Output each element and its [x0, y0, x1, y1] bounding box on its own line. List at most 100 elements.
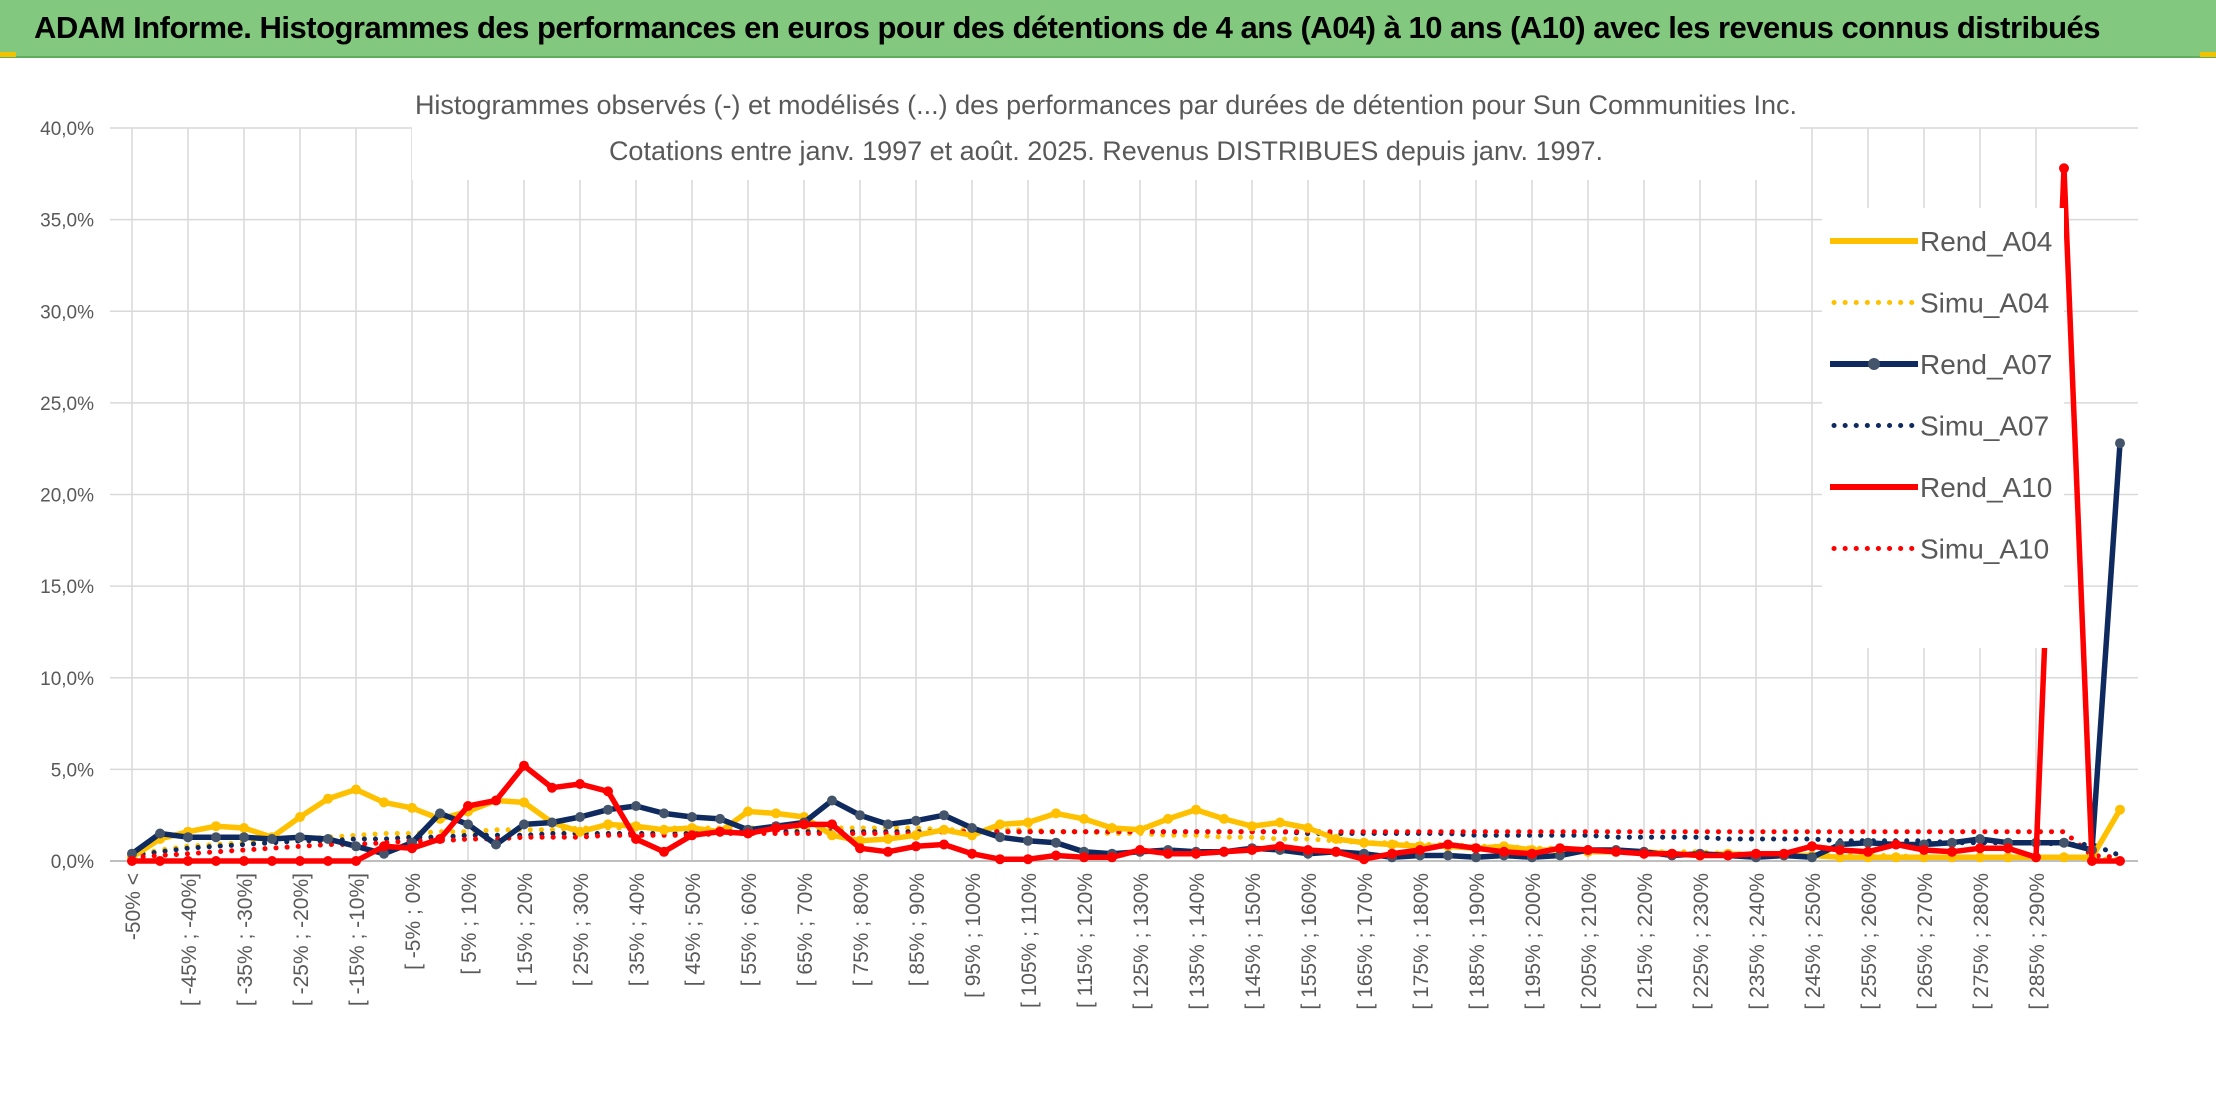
- point-rend-a10: [575, 779, 585, 789]
- point-rend-a10: [1723, 850, 1733, 861]
- point-rend-a10: [239, 856, 249, 866]
- point-rend-a07: [211, 832, 221, 843]
- x-tick-label: [ 205% ; 210%: [1578, 873, 1601, 1010]
- point-rend-a04: [1135, 824, 1145, 835]
- report-title: ADAM Informe. Histogrammes des performan…: [34, 10, 2101, 45]
- y-tick-label: 10,0%: [40, 669, 94, 690]
- point-rend-a07: [1443, 850, 1453, 861]
- point-rend-a04: [1107, 823, 1117, 833]
- point-rend-a07: [547, 817, 557, 828]
- point-rend-a10: [939, 839, 949, 850]
- point-rend-a07: [883, 819, 893, 830]
- point-rend-a07: [155, 828, 165, 839]
- x-tick-label: [ 145% ; 150%: [1242, 873, 1265, 1010]
- point-rend-a07: [687, 812, 697, 822]
- point-rend-a07: [1947, 837, 1957, 848]
- point-rend-a04: [2003, 852, 2013, 863]
- point-rend-a04: [1079, 813, 1089, 824]
- point-rend-a04: [687, 823, 697, 833]
- corner-accent-right: [2200, 52, 2216, 57]
- point-rend-a07: [2059, 837, 2069, 848]
- point-rend-a10: [1583, 845, 1593, 855]
- legend: Rend_A04 Simu_A04 Rend_A07 Simu_A07 Rend_A10…: [1822, 208, 2064, 648]
- point-rend-a04: [407, 802, 417, 813]
- point-rend-a10: [1695, 850, 1705, 861]
- x-axis: -50% < [ -45% ; -40%] [ -35% ; -30%] [ -25%…: [122, 873, 2049, 1010]
- y-tick-label: 20,0%: [40, 486, 94, 507]
- point-rend-a10: [715, 826, 725, 837]
- x-tick-label: [ 5% ; 10%: [458, 873, 481, 975]
- point-rend-a10: [771, 823, 781, 833]
- point-rend-a04: [211, 821, 221, 832]
- point-rend-a10: [1807, 841, 1817, 852]
- point-rend-a04: [743, 806, 753, 817]
- x-tick-label: [ 215% ; 220%: [1634, 873, 1657, 1010]
- point-rend-a10: [1135, 845, 1145, 855]
- point-rend-a07: [1807, 852, 1817, 863]
- point-rend-a10: [631, 834, 641, 844]
- x-tick-label: [ 255% ; 260%: [1858, 873, 1881, 1010]
- x-tick-label: [ -15% ; -10%]: [346, 873, 369, 1006]
- x-tick-label: [ 195% ; 200%: [1522, 873, 1545, 1010]
- x-tick-label: [ 235% ; 240%: [1746, 873, 1769, 1010]
- point-rend-a10: [687, 830, 697, 841]
- point-rend-a10: [2059, 163, 2069, 174]
- point-rend-a04: [295, 812, 305, 822]
- point-rend-a07: [855, 810, 865, 821]
- legend-label-simu-a07: Simu_A07: [1920, 411, 2049, 442]
- point-rend-a07: [575, 812, 585, 822]
- point-rend-a04: [1191, 804, 1201, 815]
- point-rend-a04: [1387, 839, 1397, 850]
- point-rend-a07: [939, 810, 949, 821]
- point-rend-a10: [1219, 846, 1229, 857]
- title-backdrop: [412, 86, 1800, 180]
- point-rend-a10: [267, 856, 277, 866]
- point-rend-a04: [603, 819, 613, 830]
- point-rend-a04: [1975, 852, 1985, 863]
- point-rend-a10: [1331, 846, 1341, 857]
- point-rend-a04: [379, 797, 389, 808]
- point-rend-a04: [1275, 817, 1285, 828]
- point-rend-a04: [631, 821, 641, 832]
- x-tick-label: [ 15% ; 20%: [514, 873, 537, 986]
- legend-marker-rend-a07: [1868, 358, 1880, 370]
- point-rend-a10: [1079, 852, 1089, 863]
- x-tick-label: [ 185% ; 190%: [1466, 873, 1489, 1010]
- point-rend-a10: [603, 786, 613, 797]
- point-rend-a10: [379, 841, 389, 852]
- point-rend-a10: [1863, 846, 1873, 857]
- point-rend-a10: [1835, 845, 1845, 855]
- point-rend-a07: [435, 808, 445, 819]
- point-rend-a07: [995, 832, 1005, 843]
- legend-label-simu-a10: Simu_A10: [1920, 534, 2049, 565]
- point-rend-a10: [1359, 854, 1369, 865]
- point-rend-a10: [2115, 856, 2125, 866]
- point-rend-a10: [1499, 846, 1509, 857]
- point-rend-a07: [1471, 852, 1481, 863]
- point-rend-a10: [211, 856, 221, 866]
- point-rend-a04: [1891, 852, 1901, 863]
- point-rend-a04: [1247, 821, 1257, 832]
- legend-label-rend-a07: Rend_A07: [1920, 349, 2052, 380]
- point-rend-a10: [435, 834, 445, 844]
- point-rend-a10: [2003, 843, 2013, 854]
- point-rend-a07: [491, 839, 501, 850]
- point-rend-a10: [547, 782, 557, 793]
- point-rend-a04: [1023, 817, 1033, 828]
- point-rend-a10: [323, 856, 333, 866]
- point-rend-a07: [631, 801, 641, 811]
- point-rend-a04: [827, 830, 837, 841]
- point-rend-a07: [1975, 834, 1985, 844]
- x-tick-label: [ 75% ; 80%: [850, 873, 873, 986]
- point-rend-a10: [743, 828, 753, 839]
- legend-label-simu-a04: Simu_A04: [1920, 288, 2049, 319]
- y-tick-label: 0,0%: [51, 852, 94, 873]
- point-rend-a10: [295, 856, 305, 866]
- point-rend-a04: [351, 784, 361, 795]
- point-rend-a04: [323, 793, 333, 804]
- point-rend-a10: [1023, 854, 1033, 865]
- point-rend-a04: [659, 824, 669, 835]
- point-rend-a07: [323, 834, 333, 844]
- point-rend-a10: [883, 846, 893, 857]
- point-rend-a10: [827, 819, 837, 830]
